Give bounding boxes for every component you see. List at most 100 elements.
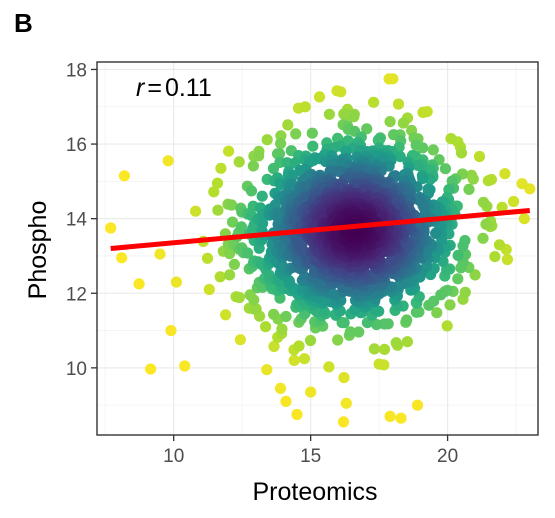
data-point bbox=[215, 162, 227, 174]
data-point bbox=[299, 101, 311, 113]
data-point bbox=[226, 199, 238, 211]
data-point bbox=[452, 249, 464, 261]
data-point bbox=[410, 139, 422, 151]
data-point bbox=[344, 326, 356, 338]
data-point bbox=[260, 321, 272, 333]
data-point bbox=[291, 408, 303, 421]
data-point bbox=[233, 156, 245, 168]
x-axis-title: Proteomics bbox=[252, 478, 377, 506]
data-point bbox=[493, 239, 506, 251]
data-point bbox=[306, 127, 318, 139]
data-point bbox=[290, 128, 302, 140]
panel-border bbox=[96, 61, 539, 436]
data-point bbox=[383, 73, 395, 85]
data-point bbox=[394, 151, 406, 163]
data-point bbox=[459, 286, 471, 298]
data-point bbox=[224, 269, 236, 281]
data-point bbox=[378, 343, 391, 355]
data-point bbox=[417, 173, 429, 185]
data-point bbox=[305, 386, 317, 398]
data-point bbox=[208, 186, 220, 198]
data-point bbox=[203, 283, 215, 296]
data-point bbox=[452, 273, 464, 285]
data-point bbox=[340, 397, 352, 409]
data-point bbox=[293, 340, 305, 352]
panel-label: B bbox=[14, 8, 33, 38]
data-point bbox=[413, 194, 425, 206]
annotation-symbol: r bbox=[136, 74, 146, 102]
annotation-eq: = bbox=[147, 74, 162, 102]
data-point bbox=[228, 258, 240, 270]
data-point bbox=[332, 334, 344, 346]
y-tick-label: 16 bbox=[66, 135, 87, 156]
x-tick-label: 20 bbox=[437, 446, 458, 467]
data-point bbox=[211, 177, 224, 189]
data-point bbox=[268, 308, 280, 320]
data-point bbox=[507, 195, 520, 208]
data-point bbox=[275, 137, 287, 150]
data-point bbox=[337, 416, 350, 428]
data-point bbox=[212, 204, 224, 216]
data-point bbox=[370, 318, 383, 331]
points bbox=[105, 73, 536, 428]
data-point bbox=[226, 216, 239, 228]
data-point bbox=[482, 175, 494, 187]
data-point bbox=[296, 239, 308, 251]
data-point bbox=[118, 170, 130, 182]
data-point bbox=[242, 247, 254, 259]
data-point bbox=[439, 163, 451, 175]
data-point bbox=[489, 251, 501, 263]
data-point bbox=[463, 183, 475, 195]
data-point bbox=[455, 147, 468, 159]
data-point bbox=[179, 360, 191, 372]
data-point bbox=[428, 295, 440, 307]
data-point bbox=[338, 317, 350, 329]
data-point bbox=[267, 162, 280, 175]
data-point bbox=[304, 334, 317, 347]
data-point bbox=[234, 334, 246, 346]
data-point bbox=[201, 252, 214, 264]
data-point bbox=[361, 123, 373, 135]
data-point bbox=[473, 150, 486, 163]
data-point bbox=[313, 91, 326, 103]
data-point bbox=[280, 395, 292, 407]
data-point bbox=[256, 190, 268, 202]
data-point bbox=[233, 291, 245, 304]
data-point bbox=[412, 159, 424, 171]
data-point bbox=[390, 337, 402, 349]
data-point bbox=[467, 173, 479, 185]
data-point bbox=[441, 320, 453, 332]
y-tick-label: 14 bbox=[66, 210, 88, 231]
data-point bbox=[276, 323, 288, 335]
data-point bbox=[384, 410, 396, 422]
data-point bbox=[165, 325, 177, 337]
data-point bbox=[145, 363, 157, 375]
data-point bbox=[223, 145, 235, 157]
data-point bbox=[190, 205, 202, 217]
data-point bbox=[410, 306, 422, 318]
data-point bbox=[501, 253, 513, 266]
correlation-annotation: r = 0.11 bbox=[136, 74, 212, 102]
data-point bbox=[518, 213, 530, 225]
data-point bbox=[384, 116, 396, 128]
data-point bbox=[431, 307, 443, 319]
data-point bbox=[116, 252, 128, 264]
data-point bbox=[170, 276, 182, 288]
data-point bbox=[280, 310, 292, 323]
data-point bbox=[397, 117, 409, 129]
data-point bbox=[105, 222, 117, 234]
y-axis-title: Phospho bbox=[24, 201, 52, 300]
data-point bbox=[253, 150, 265, 162]
data-point bbox=[353, 326, 365, 338]
data-point bbox=[445, 133, 457, 145]
data-point bbox=[250, 303, 262, 315]
annotation-value: 0.11 bbox=[165, 74, 212, 102]
data-point bbox=[268, 340, 280, 352]
y-tick-label: 10 bbox=[66, 359, 87, 380]
data-point bbox=[283, 275, 295, 287]
data-point bbox=[369, 304, 381, 316]
y-tick-label: 12 bbox=[66, 284, 87, 305]
data-point bbox=[477, 196, 490, 208]
data-point bbox=[348, 111, 360, 123]
